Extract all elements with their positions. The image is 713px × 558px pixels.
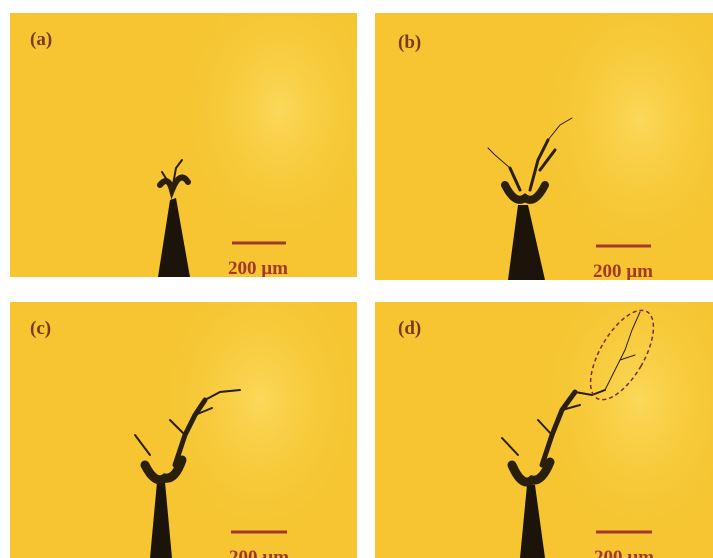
panel-label: (d) (398, 318, 421, 339)
scale-bar-label: 200 µm (594, 547, 654, 558)
scale-bar-label: 200 µm (593, 261, 653, 282)
panel: (c) 200 µm (10, 250, 370, 558)
figure: (a) 200 µm (b) 200 µm (c) 200 µm (0, 0, 713, 558)
panel: (d) 200 µm (375, 250, 713, 558)
scale-bar-label: 200 µm (229, 547, 289, 558)
panel-label: (c) (30, 318, 51, 339)
scale-bar-label: 200 µm (228, 258, 288, 279)
panel-label: (b) (398, 32, 421, 53)
panel: (a) 200 µm (10, 0, 390, 279)
panel: (b) 200 µm (375, 0, 713, 282)
panel-label: (a) (30, 29, 52, 50)
